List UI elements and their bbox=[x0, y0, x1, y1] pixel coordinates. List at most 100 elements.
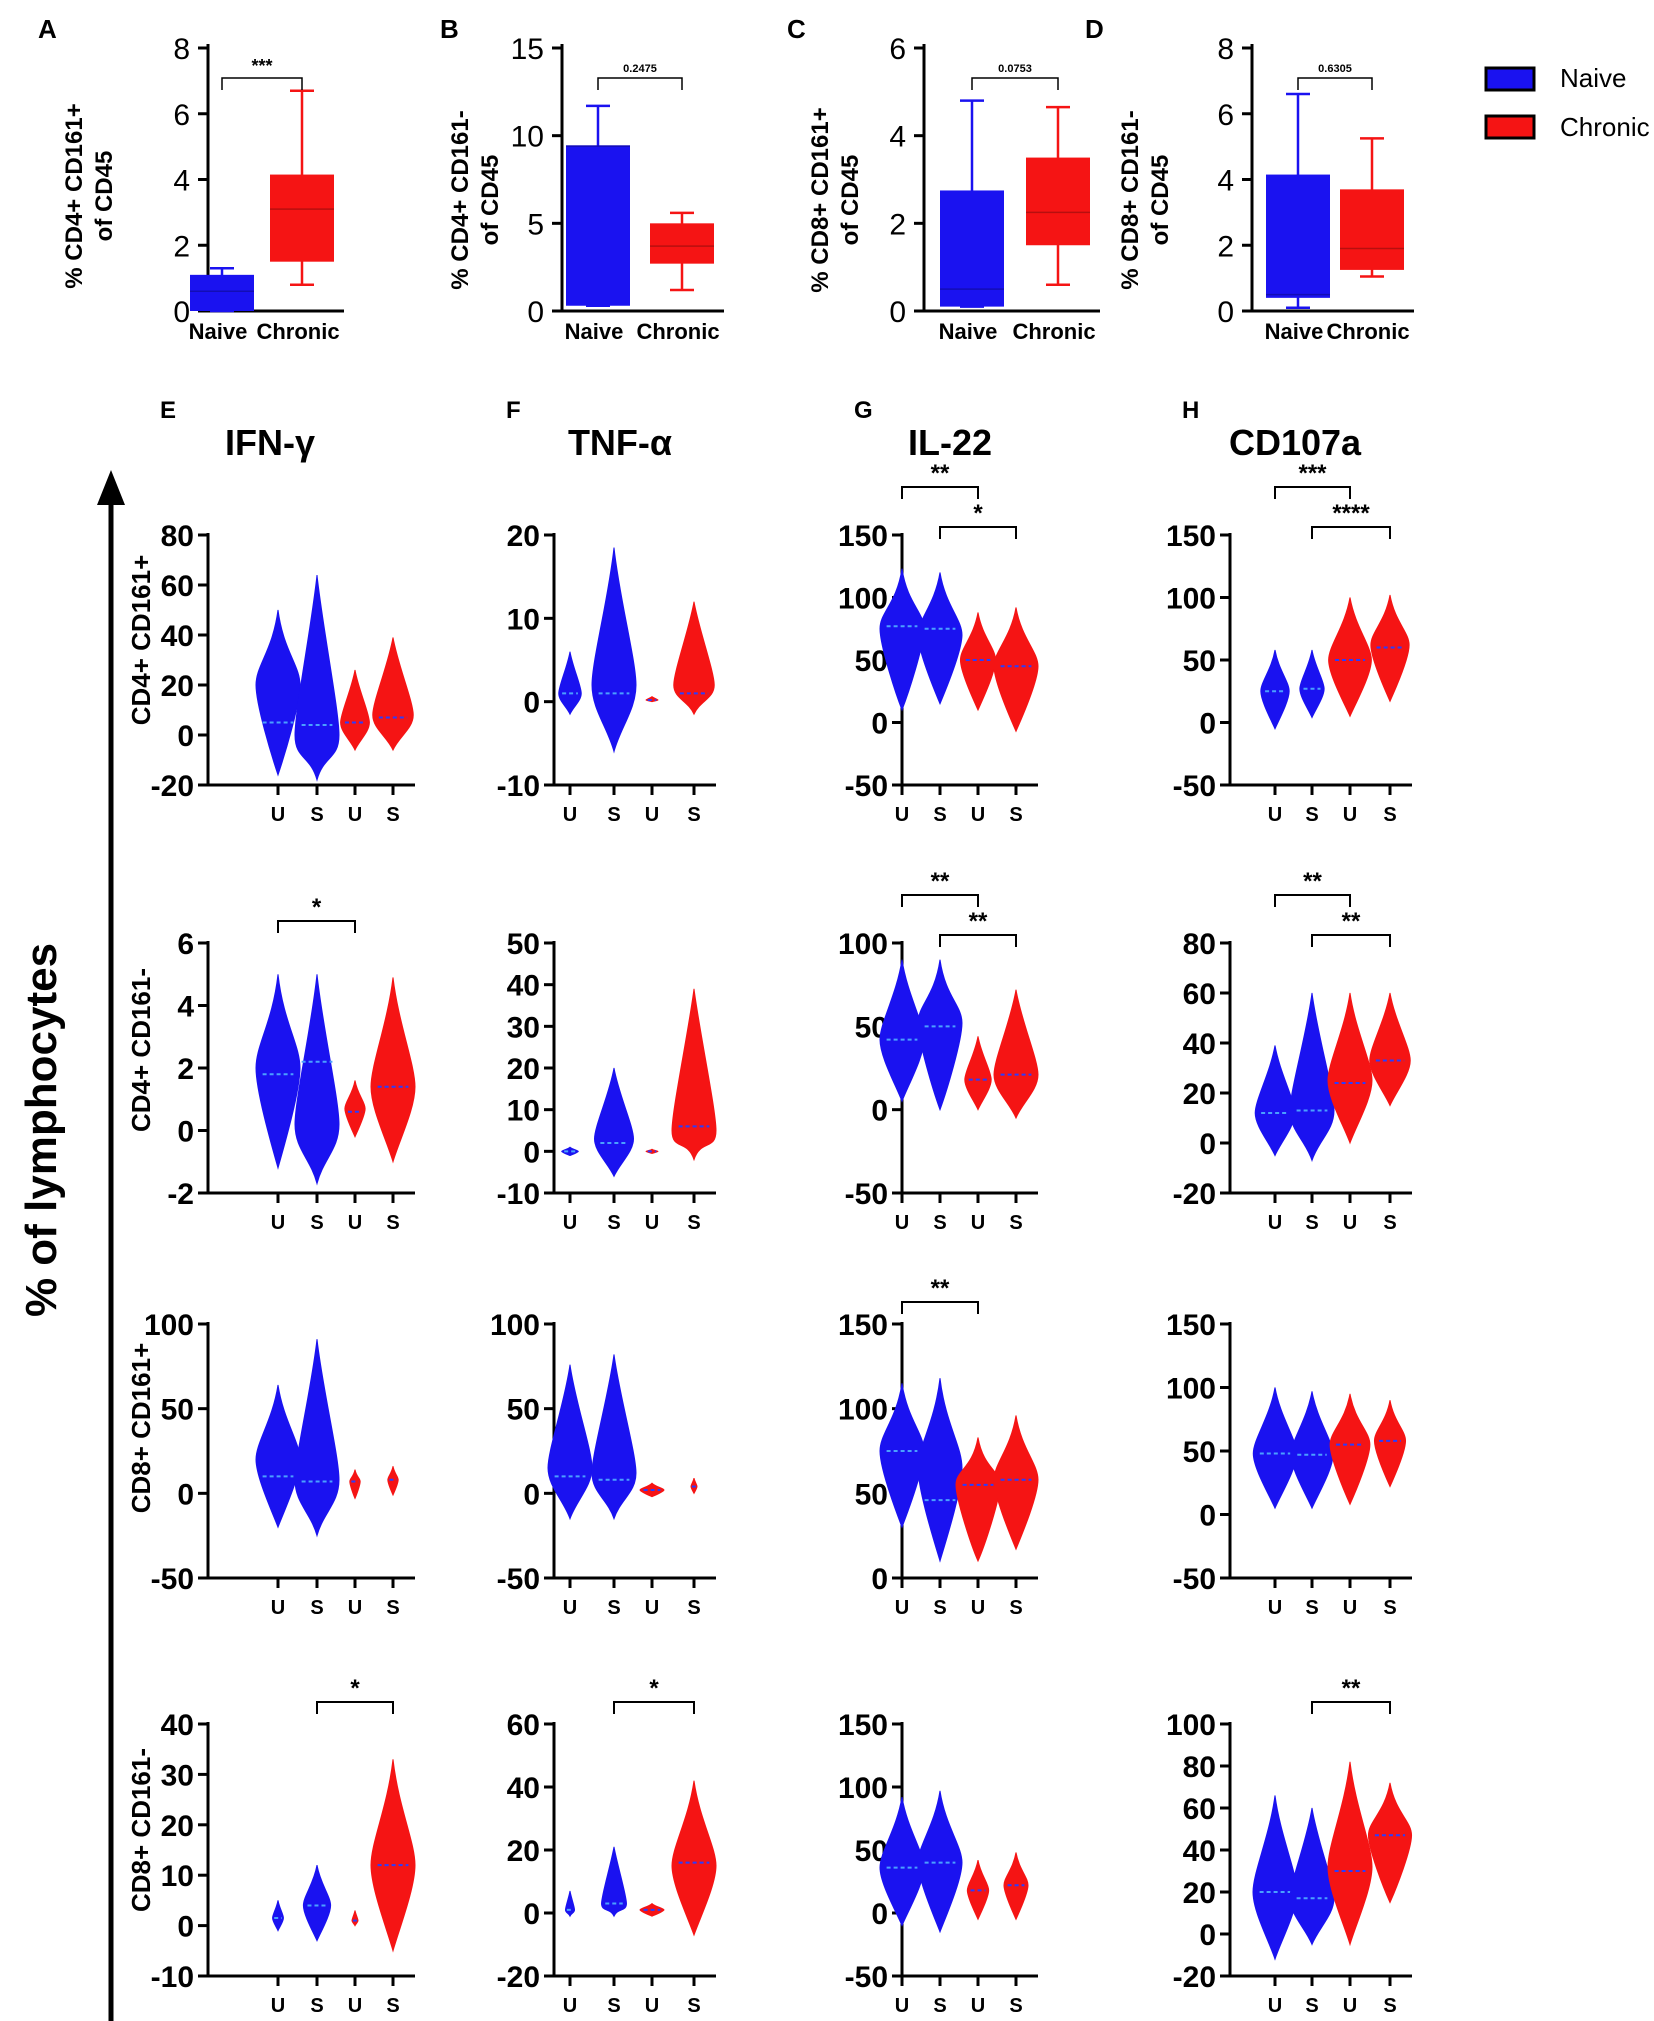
x-category-label: U bbox=[348, 1212, 362, 1234]
x-category-label: S bbox=[1009, 1212, 1022, 1234]
violin-naive-u bbox=[1252, 1387, 1298, 1510]
violin-body bbox=[255, 974, 301, 1170]
panel-letter: A bbox=[38, 14, 57, 44]
y-tick-label: 0 bbox=[1199, 1500, 1216, 1533]
y-tick-label: -20 bbox=[497, 1961, 540, 1994]
significance-label: * bbox=[973, 500, 983, 527]
violin-body bbox=[964, 1036, 992, 1111]
y-tick-label: 60 bbox=[1183, 978, 1216, 1011]
y-tick-label: 30 bbox=[507, 1011, 540, 1044]
violin-body bbox=[879, 568, 925, 712]
x-category-label: S bbox=[607, 804, 620, 826]
violin-chronic-u bbox=[351, 1910, 359, 1927]
y-axis-label-line: % CD8+ CD161+ bbox=[807, 107, 834, 292]
y-tick-label: 10 bbox=[507, 1095, 540, 1128]
violin-body bbox=[1289, 992, 1335, 1163]
row-label: CD8+ CD161+ bbox=[126, 1343, 156, 1514]
x-category-label: Naive bbox=[1265, 319, 1324, 344]
violin-body bbox=[593, 1067, 635, 1178]
violin-naive-u bbox=[1252, 1795, 1298, 1961]
violin-body bbox=[370, 1759, 416, 1953]
y-tick-label: 0 bbox=[1199, 1128, 1216, 1161]
panel-E: E IFN-γ CD4+ CD161+ -20 0 20 40 60 80 U S U S bbox=[126, 397, 415, 826]
y-tick-label: 40 bbox=[507, 1772, 540, 1805]
global-y-axis-arrow bbox=[97, 470, 125, 505]
y-tick-label: 0 bbox=[1199, 708, 1216, 741]
significance-bracket bbox=[316, 1701, 394, 1714]
y-tick-label: 100 bbox=[1166, 1373, 1216, 1406]
y-tick-label: -50 bbox=[1173, 1563, 1216, 1596]
box-body bbox=[940, 190, 1004, 307]
panel-title: IL-22 bbox=[908, 422, 992, 463]
significance-bracket bbox=[221, 77, 303, 90]
violin-body bbox=[1327, 992, 1373, 1145]
x-category-label: Chronic bbox=[1326, 319, 1409, 344]
x-category-label: U bbox=[271, 1597, 285, 1619]
x-category-label: U bbox=[1268, 1995, 1282, 2017]
panel-title: IFN-γ bbox=[225, 422, 315, 463]
violin-body bbox=[294, 1339, 340, 1538]
panel-H4: -20 0 20 40 60 80 100 U S U S ** bbox=[1166, 1675, 1413, 2017]
y-tick-label: 0 bbox=[523, 1136, 540, 1169]
x-category-label: U bbox=[271, 1212, 285, 1234]
violin-chronic-s bbox=[1369, 992, 1411, 1107]
violin-body bbox=[591, 1354, 637, 1521]
violin-naive-u bbox=[1260, 649, 1290, 730]
violin-naive-s bbox=[917, 1378, 963, 1563]
y-tick-label: 20 bbox=[1183, 1078, 1216, 1111]
x-category-label: S bbox=[310, 1995, 323, 2017]
x-category-label: U bbox=[1268, 1212, 1282, 1234]
violin-naive-s bbox=[591, 1354, 637, 1521]
x-category-label: S bbox=[607, 1212, 620, 1234]
x-category-label: S bbox=[310, 1212, 323, 1234]
x-category-label: S bbox=[310, 804, 323, 826]
x-category-label: U bbox=[1343, 1597, 1357, 1619]
violin-naive-s bbox=[302, 1865, 332, 1942]
violin-naive-s bbox=[294, 974, 340, 1186]
y-tick-label: 40 bbox=[161, 620, 194, 653]
significance-bracket bbox=[597, 77, 683, 90]
significance-label: * bbox=[649, 1675, 659, 1702]
x-category-label: U bbox=[1343, 1995, 1357, 2017]
x-category-label: U bbox=[971, 1995, 985, 2017]
violin-body bbox=[879, 959, 925, 1103]
violin-body bbox=[294, 574, 340, 782]
violin-naive-u bbox=[879, 959, 925, 1103]
x-category-label: U bbox=[971, 1597, 985, 1619]
y-tick-label: 60 bbox=[507, 1709, 540, 1742]
y-tick-label: 100 bbox=[144, 1309, 194, 1342]
violin-chronic-u bbox=[955, 1437, 1001, 1563]
panel-letter: F bbox=[506, 397, 521, 424]
y-tick-label: 20 bbox=[161, 1810, 194, 1843]
violin-body bbox=[1328, 597, 1372, 718]
violin-body bbox=[1252, 1387, 1298, 1510]
violin-body bbox=[561, 1146, 579, 1157]
significance-bracket bbox=[1274, 894, 1351, 907]
violin-chronic-u bbox=[1327, 992, 1373, 1145]
legend-swatch-naive bbox=[1484, 66, 1536, 92]
y-axis-label: % CD4+ CD161- of CD45 bbox=[447, 110, 504, 289]
x-category-label: S bbox=[933, 804, 946, 826]
panel-E2: CD4+ CD161- -2 0 2 4 6 U S U S * bbox=[126, 894, 416, 1234]
violin-naive-u bbox=[879, 1383, 925, 1529]
y-axis-label: % CD4+ CD161+ of CD45 bbox=[61, 103, 118, 288]
panel-letter: B bbox=[440, 14, 459, 44]
box-body bbox=[1340, 189, 1404, 270]
y-axis-label-line: % CD4+ CD161- bbox=[447, 110, 474, 289]
panel-D: D 0 2 4 6 8 % CD8+ CD161- of CD45 Naive Chronic 0.… bbox=[1085, 14, 1414, 344]
y-axis-label-line: of CD45 bbox=[477, 155, 504, 246]
x-category-label: S bbox=[1383, 1597, 1396, 1619]
violin-chronic-u bbox=[639, 1482, 665, 1498]
violin-body bbox=[879, 1796, 925, 1927]
y-tick-label: -10 bbox=[497, 1178, 540, 1211]
y-tick-label: 150 bbox=[1166, 1309, 1216, 1342]
panel-F: F TNF-α -10 0 10 20 U S U S bbox=[497, 397, 716, 826]
violin-body bbox=[917, 572, 963, 706]
y-tick-label: -50 bbox=[1173, 770, 1216, 803]
violin-body bbox=[993, 989, 1039, 1120]
panel-E4: CD8+ CD161- -10 0 10 20 30 40 U S U S * bbox=[126, 1675, 416, 2017]
y-tick-label: 20 bbox=[507, 1053, 540, 1086]
x-category-label: Chronic bbox=[636, 319, 719, 344]
panel-B: B 0 5 10 15 % CD4+ CD161- of CD45 Naive Chronic 0… bbox=[440, 14, 724, 344]
